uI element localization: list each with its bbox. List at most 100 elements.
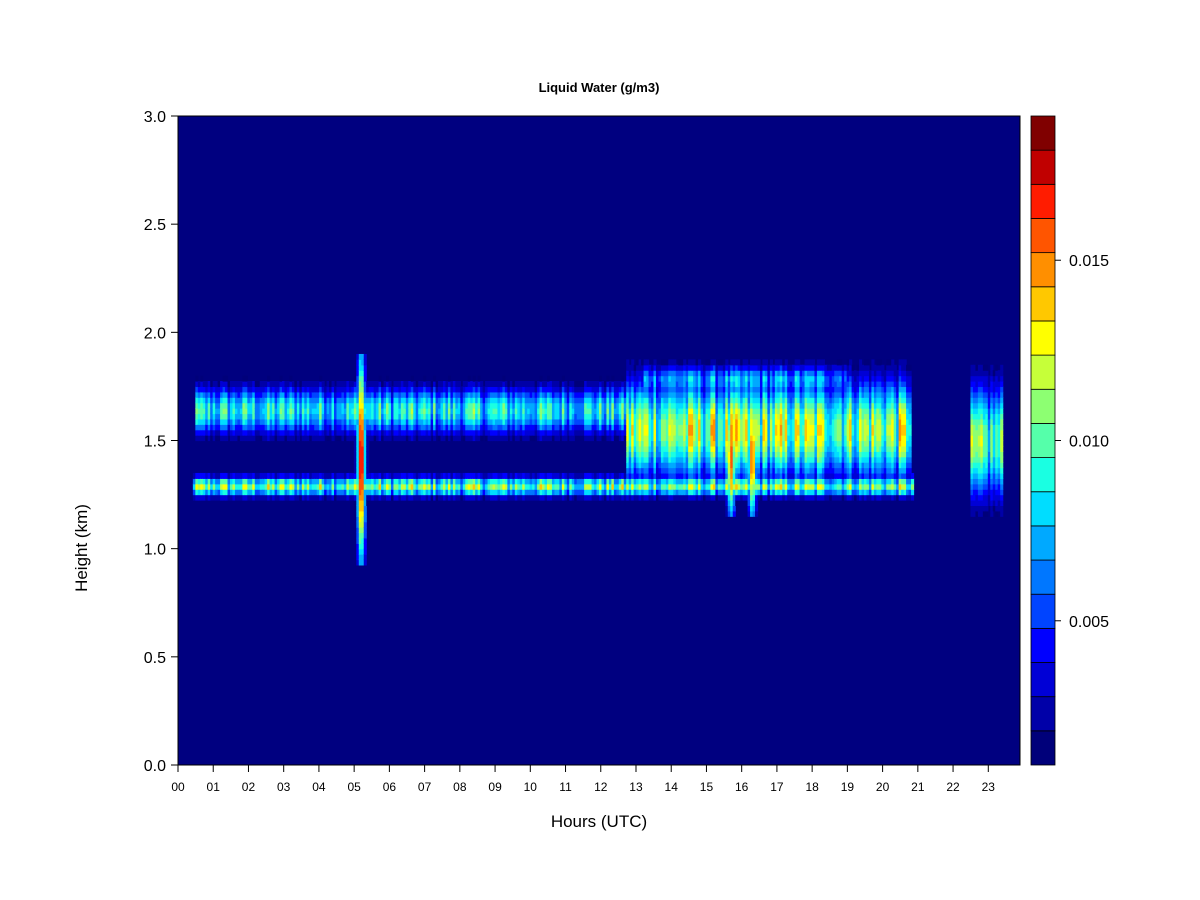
heatmap-cell xyxy=(210,478,214,485)
heatmap-cell xyxy=(561,424,565,431)
heatmap-cell xyxy=(752,456,756,463)
heatmap-cell xyxy=(504,435,508,442)
heatmap-cell xyxy=(569,489,573,496)
heatmap-cell xyxy=(678,429,682,436)
heatmap-cell xyxy=(544,494,548,501)
heatmap-cell xyxy=(608,408,612,415)
heatmap-cell xyxy=(725,364,729,371)
heatmap-cell xyxy=(262,381,266,388)
heatmap-cell xyxy=(707,451,712,458)
heatmap-cell xyxy=(197,483,201,490)
heatmap-cell xyxy=(668,375,672,382)
heatmap-cell xyxy=(381,424,385,431)
heatmap-cell xyxy=(725,381,729,388)
heatmap-cell xyxy=(546,472,551,479)
heatmap-cell xyxy=(784,494,788,501)
heatmap-cell xyxy=(514,483,518,490)
heatmap-cell xyxy=(730,472,734,479)
heatmap-cell xyxy=(742,359,746,366)
heatmap-cell xyxy=(683,375,687,382)
heatmap-cell xyxy=(740,375,744,382)
heatmap-cell xyxy=(700,494,704,501)
heatmap-cell xyxy=(519,402,523,409)
heatmap-cell xyxy=(272,478,276,485)
heatmap-cell xyxy=(442,397,447,404)
heatmap-cell xyxy=(688,440,692,447)
heatmap-cell xyxy=(779,467,783,474)
heatmap-cell xyxy=(611,429,615,436)
heatmap-cell xyxy=(665,397,669,404)
heatmap-cell xyxy=(688,386,692,393)
heatmap-cell xyxy=(485,391,489,398)
heatmap-cell xyxy=(314,413,318,420)
heatmap-cell xyxy=(361,386,365,393)
heatmap-cell xyxy=(747,510,751,517)
heatmap-cell xyxy=(804,418,808,425)
heatmap-cell xyxy=(693,375,697,382)
heatmap-cell xyxy=(546,386,551,393)
heatmap-cell xyxy=(782,397,786,404)
heatmap-cell xyxy=(267,429,271,436)
heatmap-cell xyxy=(294,402,298,409)
heatmap-cell xyxy=(306,483,310,490)
heatmap-cell xyxy=(420,381,424,388)
heatmap-cell xyxy=(262,429,266,436)
heatmap-cell xyxy=(482,418,486,425)
heatmap-cell xyxy=(668,494,672,501)
heatmap-cell xyxy=(383,386,387,393)
heatmap-cell xyxy=(680,381,684,388)
heatmap-cell xyxy=(457,494,461,501)
heatmap-cell xyxy=(569,483,573,490)
heatmap-cell xyxy=(779,494,783,501)
heatmap-cell xyxy=(556,402,560,409)
heatmap-cell xyxy=(792,467,796,474)
heatmap-cell xyxy=(670,435,674,442)
heatmap-cell xyxy=(220,478,224,485)
heatmap-cell xyxy=(450,418,454,425)
heatmap-cell xyxy=(358,494,362,501)
heatmap-cell xyxy=(730,364,734,371)
heatmap-cell xyxy=(737,494,741,501)
heatmap-cell xyxy=(802,370,806,377)
heatmap-cell xyxy=(574,408,578,415)
heatmap-cell xyxy=(447,418,452,425)
heatmap-cell xyxy=(393,494,397,501)
heatmap-cell xyxy=(774,424,778,431)
heatmap-cell xyxy=(589,489,593,496)
heatmap-cell xyxy=(222,483,226,490)
heatmap-cell xyxy=(438,424,442,431)
heatmap-cell xyxy=(212,391,216,398)
heatmap-cell xyxy=(299,391,303,398)
heatmap-cell xyxy=(670,483,674,490)
heatmap-cell xyxy=(222,494,226,501)
heatmap-cell xyxy=(618,381,622,388)
heatmap-cell xyxy=(566,391,570,398)
heatmap-cell xyxy=(643,429,647,436)
heatmap-cell xyxy=(546,375,551,382)
heatmap-cell xyxy=(769,467,773,474)
heatmap-cell xyxy=(202,397,206,404)
heatmap-cell xyxy=(653,402,657,409)
heatmap-cell xyxy=(254,381,258,388)
heatmap-cell xyxy=(512,472,516,479)
heatmap-cell xyxy=(712,381,716,388)
heatmap-cell xyxy=(537,386,541,393)
heatmap-cell xyxy=(319,478,323,485)
heatmap-cell xyxy=(363,375,367,382)
heatmap-cell xyxy=(561,494,565,501)
heatmap-cell xyxy=(289,472,293,479)
heatmap-cell xyxy=(212,418,216,425)
heatmap-cell xyxy=(764,413,768,420)
heatmap-cell xyxy=(227,418,231,425)
heatmap-cell xyxy=(678,489,682,496)
heatmap-cell xyxy=(802,451,806,458)
heatmap-cell xyxy=(361,456,365,463)
heatmap-cell xyxy=(452,408,456,415)
heatmap-cell xyxy=(408,408,412,415)
heatmap-cell xyxy=(774,435,778,442)
heatmap-cell xyxy=(205,381,209,388)
heatmap-cell xyxy=(747,397,751,404)
heatmap-cell xyxy=(757,391,761,398)
heatmap-cell xyxy=(725,505,729,512)
heatmap-cell xyxy=(430,402,434,409)
